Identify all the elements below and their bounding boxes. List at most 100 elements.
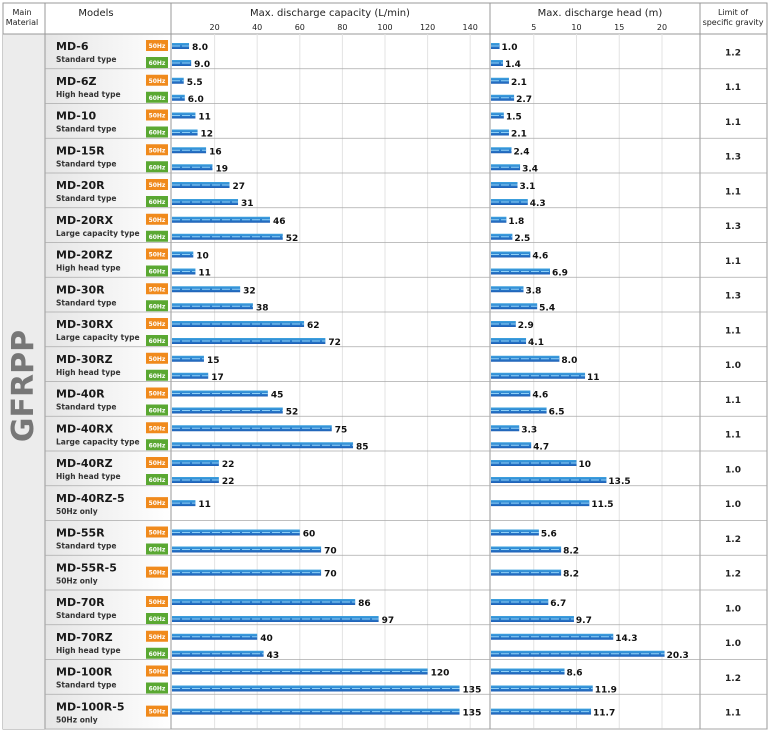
head-value-label: 6.5 bbox=[549, 408, 565, 418]
hz-badge-label: 60Hz bbox=[149, 686, 166, 693]
head-value-label: 6.9 bbox=[552, 269, 568, 279]
material-label: GFRPP bbox=[6, 330, 41, 442]
model-row: MD-6 Standard type 1.2 50Hz 8.0 1.0 60Hz 9.0 1.4 bbox=[45, 40, 767, 70]
hz-badge bbox=[146, 265, 168, 277]
hz-badge bbox=[146, 248, 168, 260]
model-type: Standard type bbox=[56, 194, 116, 203]
model-row: MD-40R Standard type 1.1 50Hz 45 4.6 60Hz 52 6.5 bbox=[45, 387, 767, 418]
capacity-value-label: 22 bbox=[222, 477, 235, 487]
capacity-tick-label: 100 bbox=[377, 23, 392, 32]
capacity-bar bbox=[172, 372, 209, 379]
hz-badge bbox=[146, 497, 168, 509]
model-type: High head type bbox=[56, 90, 121, 99]
capacity-value-label: 97 bbox=[382, 616, 395, 626]
hz-badge-label: 50Hz bbox=[149, 182, 166, 189]
head-value-label: 3.3 bbox=[521, 425, 537, 435]
capacity-value-label: 10 bbox=[196, 252, 209, 262]
capacity-bar bbox=[172, 216, 270, 223]
hz-badge bbox=[146, 422, 168, 434]
hz-badge-label: 50Hz bbox=[149, 500, 166, 507]
model-name: MD-30RX bbox=[56, 318, 114, 331]
head-value-label: 1.5 bbox=[506, 113, 522, 123]
model-name: MD-15R bbox=[56, 144, 105, 157]
gravity-header: Limit of bbox=[718, 8, 748, 17]
head-value-label: 4.7 bbox=[533, 442, 549, 452]
hz-badge bbox=[146, 126, 168, 138]
model-name: MD-40R bbox=[56, 388, 105, 401]
hz-badge bbox=[146, 630, 168, 642]
gravity-value: 1.0 bbox=[725, 604, 741, 614]
head-value-label: 3.8 bbox=[525, 286, 541, 296]
gravity-value: 1.2 bbox=[725, 674, 741, 684]
capacity-value-label: 40 bbox=[260, 634, 273, 644]
hz-badge bbox=[146, 526, 168, 538]
model-type: 50Hz only bbox=[56, 507, 98, 516]
head-bar bbox=[491, 599, 549, 605]
capacity-bar bbox=[172, 43, 190, 49]
hz-badge-label: 60Hz bbox=[149, 269, 166, 276]
hz-badge-label: 50Hz bbox=[149, 78, 166, 85]
capacity-value-label: 120 bbox=[431, 669, 450, 679]
hz-badge bbox=[146, 335, 168, 346]
head-bar bbox=[491, 390, 531, 397]
capacity-tick-label: 20 bbox=[210, 23, 220, 32]
hz-badge-label: 50Hz bbox=[149, 321, 166, 328]
capacity-value-label: 45 bbox=[271, 391, 284, 401]
head-value-label: 11.9 bbox=[595, 686, 617, 696]
capacity-value-label: 9.0 bbox=[194, 60, 210, 70]
gravity-value: 1.1 bbox=[725, 257, 741, 267]
capacity-value-label: 31 bbox=[241, 199, 254, 209]
capacity-tick-label: 40 bbox=[252, 23, 262, 32]
hz-badge-label: 50Hz bbox=[149, 669, 166, 676]
head-value-label: 4.1 bbox=[528, 338, 544, 348]
hz-badge-label: 60Hz bbox=[149, 616, 166, 623]
hz-badge-label: 50Hz bbox=[149, 570, 166, 577]
model-row: MD-15R Standard type 1.3 50Hz 16 2.4 60Hz 19 3.4 bbox=[45, 144, 767, 174]
model-type: High head type bbox=[56, 472, 121, 481]
model-name: MD-20RX bbox=[56, 214, 114, 227]
head-value-label: 5.4 bbox=[539, 303, 555, 313]
hz-badge bbox=[146, 596, 168, 607]
gravity-value: 1.1 bbox=[725, 431, 741, 441]
capacity-tick-label: 60 bbox=[295, 23, 305, 32]
model-name: MD-70RZ bbox=[56, 631, 113, 644]
material-column-bg bbox=[3, 34, 45, 729]
hz-badge-label: 60Hz bbox=[149, 442, 166, 449]
gravity-value: 1.1 bbox=[725, 396, 741, 406]
gravity-value: 1.3 bbox=[725, 292, 741, 302]
model-type: Standard type bbox=[56, 542, 116, 551]
capacity-value-label: 38 bbox=[256, 303, 269, 313]
hz-badge-label: 50Hz bbox=[149, 425, 166, 432]
head-tick-label: 20 bbox=[657, 23, 667, 32]
hz-badge-label: 60Hz bbox=[149, 547, 166, 554]
model-row: MD-100R-5 50Hz only 1.1 50Hz 135 11.7 bbox=[45, 700, 767, 730]
model-type: 50Hz only bbox=[56, 576, 98, 585]
model-name: MD-6Z bbox=[56, 75, 97, 88]
hz-badge bbox=[146, 457, 168, 468]
hz-badge bbox=[146, 404, 168, 416]
model-row: MD-6Z High head type 1.1 50Hz 5.5 2.1 60Hz 6.0 2… bbox=[45, 74, 767, 105]
model-type: Standard type bbox=[56, 403, 116, 412]
model-type: Standard type bbox=[56, 159, 116, 168]
head-header: Max. discharge head (m) bbox=[538, 8, 663, 19]
capacity-value-label: 43 bbox=[267, 651, 280, 661]
hz-badge-label: 50Hz bbox=[149, 286, 166, 293]
model-row: MD-20RZ High head type 1.1 50Hz 10 4.6 60Hz 11 6… bbox=[45, 248, 767, 279]
gravity-value: 1.0 bbox=[725, 465, 741, 475]
head-value-label: 2.1 bbox=[511, 130, 527, 140]
hz-badge bbox=[146, 179, 168, 190]
hz-badge bbox=[146, 665, 168, 677]
capacity-value-label: 11 bbox=[198, 113, 211, 123]
head-bar bbox=[491, 129, 509, 136]
hz-badge bbox=[146, 474, 168, 485]
hz-badge bbox=[146, 74, 168, 86]
model-name: MD-30RZ bbox=[56, 353, 113, 366]
head-bar bbox=[491, 77, 509, 84]
head-value-label: 1.8 bbox=[508, 217, 524, 227]
hz-badge-label: 60Hz bbox=[149, 303, 166, 310]
model-name: MD-55R bbox=[56, 527, 105, 540]
model-name: MD-20R bbox=[56, 179, 105, 192]
model-name: MD-40RX bbox=[56, 422, 114, 435]
capacity-value-label: 16 bbox=[209, 147, 222, 157]
capacity-value-label: 11 bbox=[198, 269, 211, 279]
